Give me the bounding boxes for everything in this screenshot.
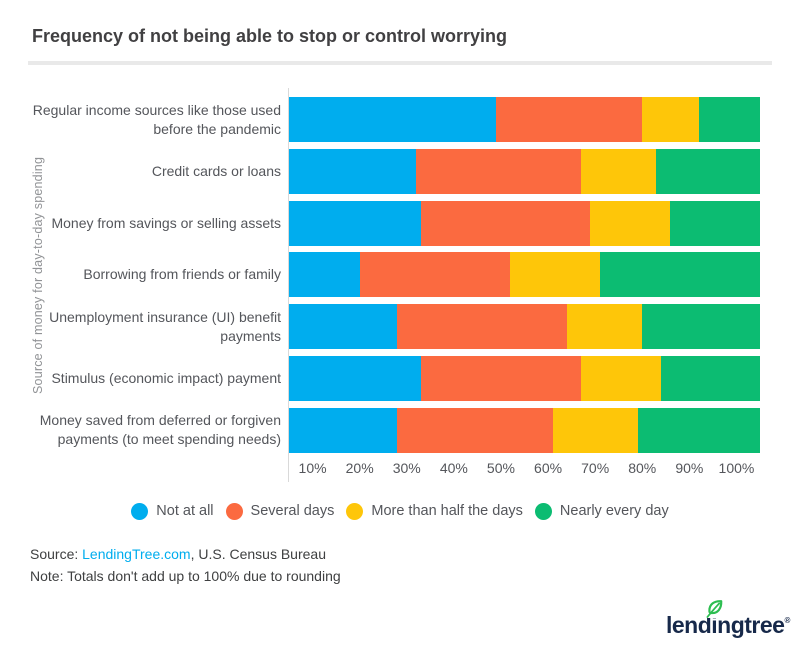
bar-segment-more-than-half-the-days	[510, 252, 600, 298]
bar-segment-nearly-every-day	[698, 97, 760, 142]
bar-segment-not-at-all	[289, 200, 421, 246]
bar-segment-more-than-half-the-days	[590, 200, 671, 246]
bar-segment-several-days	[420, 200, 591, 246]
category-label: Money saved from deferred or forgiven pa…	[39, 412, 281, 448]
bar-segment-nearly-every-day	[656, 148, 760, 194]
leaf-icon	[706, 600, 723, 618]
logo-text-i: i	[711, 612, 718, 638]
x-tick-label: 20%	[345, 460, 374, 476]
bar-segment-not-at-all	[289, 252, 360, 298]
legend-item: Nearly every day	[534, 502, 669, 520]
x-tick-label: 30%	[392, 460, 421, 476]
bar-segment-several-days	[496, 97, 643, 142]
source-suffix: , U.S. Census Bureau	[190, 546, 326, 562]
category-labels: Regular income sources like those used b…	[23, 97, 281, 453]
bar-segment-more-than-half-the-days	[642, 97, 699, 142]
x-tick-label: 80%	[628, 460, 657, 476]
bar-segment-several-days	[397, 407, 553, 453]
bar-segment-more-than-half-the-days	[566, 304, 643, 350]
bar-row	[289, 200, 760, 246]
bar-segment-nearly-every-day	[599, 252, 760, 298]
legend-label: Several days	[250, 503, 335, 519]
legend-item: Several days	[225, 502, 335, 520]
legend-dot-icon	[131, 502, 149, 520]
category-label: Unemployment insurance (UI) benefit paym…	[49, 308, 281, 344]
bar-row	[289, 97, 760, 142]
legend-dot-icon	[225, 502, 243, 520]
bar-segment-not-at-all	[289, 97, 497, 142]
legend-item: Not at all	[131, 502, 214, 520]
bar-segment-several-days	[359, 252, 511, 298]
bar-segment-several-days	[420, 356, 581, 402]
x-tick-label: 10%	[298, 460, 327, 476]
category-label: Regular income sources like those used b…	[32, 101, 281, 137]
x-tick-label: 50%	[486, 460, 515, 476]
legend-dot-icon	[346, 502, 364, 520]
x-tick-label: 90%	[675, 460, 704, 476]
plot-area	[289, 97, 760, 453]
bar-segment-nearly-every-day	[670, 200, 760, 246]
bar-segment-more-than-half-the-days	[552, 407, 638, 453]
logo-text-pre: lend	[666, 612, 712, 638]
x-tick-label: 70%	[581, 460, 610, 476]
category-label: Stimulus (economic impact) payment	[51, 370, 281, 387]
bar-segment-not-at-all	[289, 148, 417, 194]
legend-label: Not at all	[156, 503, 214, 519]
legend-label: More than half the days	[371, 503, 523, 519]
source-line: Source: LendingTree.com, U.S. Census Bur…	[30, 546, 326, 562]
logo-text-post: ngtree	[717, 612, 785, 638]
bar-segment-nearly-every-day	[642, 304, 760, 350]
registered-mark: ®	[784, 616, 791, 625]
bar-row	[289, 407, 760, 453]
legend-label: Nearly every day	[559, 503, 669, 519]
source-prefix: Source:	[30, 546, 83, 562]
legend-dot-icon	[534, 502, 552, 520]
x-tick-label: 40%	[439, 460, 468, 476]
legend-item: More than half the days	[346, 502, 523, 520]
bar-segment-more-than-half-the-days	[581, 356, 662, 402]
source-link[interactable]: LendingTree.com	[82, 546, 191, 562]
x-tick-label: 60%	[534, 460, 563, 476]
chart-title: Frequency of not being able to stop or c…	[32, 26, 508, 46]
category-label: Borrowing from friends or family	[83, 266, 281, 283]
title-divider	[28, 61, 772, 65]
category-label: Money from savings or selling assets	[51, 214, 281, 231]
bar-segment-nearly-every-day	[661, 356, 760, 402]
y-axis-line	[288, 88, 289, 482]
bar-row	[289, 304, 760, 350]
bar-segment-several-days	[416, 148, 581, 194]
bar-segment-nearly-every-day	[637, 407, 760, 453]
note-line: Note: Totals don't add up to 100% due to…	[30, 568, 341, 584]
bar-segment-not-at-all	[289, 407, 398, 453]
bar-segment-not-at-all	[289, 304, 398, 350]
legend: Not at all Several days More than half the…	[0, 501, 800, 521]
bar-row	[289, 356, 760, 402]
bar-row	[289, 148, 760, 194]
category-label: Credit cards or loans	[151, 162, 281, 179]
lendingtree-logo: lend ingtree®	[666, 600, 791, 646]
bar-row	[289, 252, 760, 298]
x-tick-label: 100%	[718, 460, 755, 476]
x-axis: 10% 20% 30% 40% 50% 60% 70% 80% 90% 100%	[289, 460, 760, 476]
bar-segment-several-days	[397, 304, 567, 350]
bar-segment-more-than-half-the-days	[581, 148, 657, 194]
bar-segment-not-at-all	[289, 356, 421, 402]
